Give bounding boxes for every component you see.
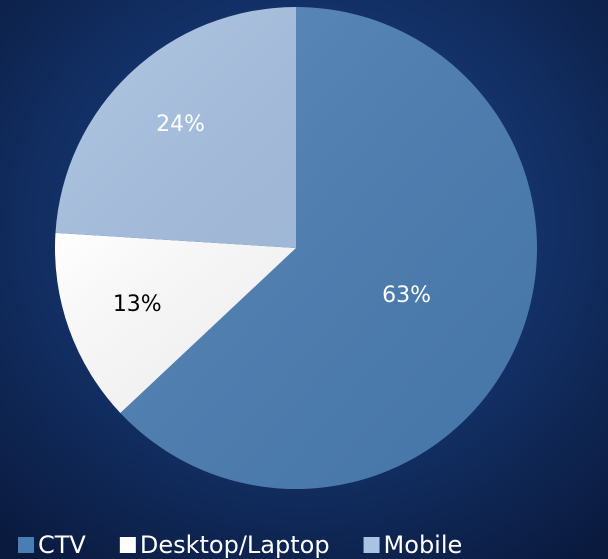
data-label: 63% [382,283,431,308]
slice-shade [54,232,296,413]
legend-swatch [18,537,34,553]
data-label: 24% [156,112,205,137]
legend-label: Desktop/Laptop [140,531,330,559]
legend-label: CTV [38,531,86,559]
legend-label: Mobile [384,531,463,559]
legend: CTV Desktop/Laptop Mobile [18,531,462,559]
pie [54,7,537,489]
data-label: 13% [113,292,162,317]
slice-shade [120,7,537,489]
labels: 63% 13% 24% [113,112,431,317]
slice-shade [55,7,297,248]
legend-swatch [119,537,136,553]
legend-swatch [363,537,380,553]
